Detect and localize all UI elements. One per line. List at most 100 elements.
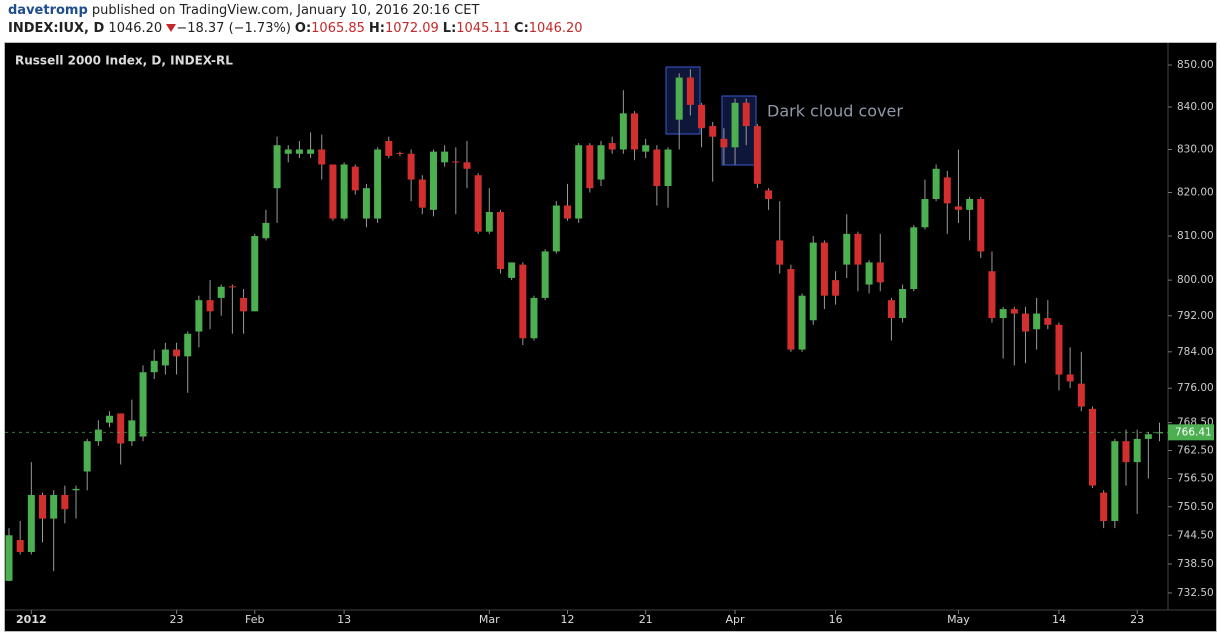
down-arrow bbox=[166, 24, 177, 32]
candle-body bbox=[240, 297, 248, 312]
candle-body bbox=[407, 153, 415, 180]
annotation-text: Dark cloud cover bbox=[767, 102, 903, 121]
y-tick-label: 744.50 bbox=[1177, 529, 1214, 541]
change: −18.37 (−1.73%) bbox=[176, 21, 291, 36]
candle-body bbox=[496, 212, 504, 270]
candle-body bbox=[899, 289, 907, 319]
y-tick-label: 732.50 bbox=[1177, 587, 1214, 599]
candle-body bbox=[161, 349, 169, 366]
candle-body bbox=[753, 126, 761, 184]
candle-body bbox=[787, 269, 795, 350]
annotation-box bbox=[665, 66, 701, 135]
candle-body bbox=[1088, 408, 1096, 486]
x-tick-label: 23 bbox=[1130, 613, 1144, 626]
candle-body bbox=[463, 162, 471, 169]
candle-body bbox=[429, 151, 437, 210]
annotation-box bbox=[721, 95, 757, 166]
publish-line: davetromp published on TradingView.com, … bbox=[8, 3, 479, 18]
x-tick-label: Feb bbox=[245, 613, 264, 626]
candle-body bbox=[1122, 441, 1130, 463]
y-tick-label: 738.50 bbox=[1177, 558, 1214, 570]
candle-body bbox=[485, 212, 493, 232]
candle-body bbox=[1077, 383, 1085, 407]
candle-body bbox=[318, 149, 326, 165]
candle-body bbox=[61, 494, 69, 510]
y-tick-label: 810.00 bbox=[1177, 230, 1214, 242]
candle-body bbox=[374, 149, 382, 219]
y-tick-label: 792.00 bbox=[1177, 310, 1214, 322]
candle-body bbox=[273, 145, 281, 189]
candle-body bbox=[575, 145, 583, 219]
ohlc-value: 1072.09 bbox=[385, 21, 439, 36]
ohlc-label: H: bbox=[368, 21, 386, 36]
candle-body bbox=[72, 488, 80, 491]
candle-body bbox=[139, 372, 147, 437]
candle-body bbox=[1144, 434, 1152, 439]
ohlc-value: 1065.85 bbox=[311, 21, 365, 36]
candle-body bbox=[418, 179, 426, 208]
candle-body bbox=[474, 175, 482, 232]
x-tick-label: 2012 bbox=[16, 613, 47, 626]
candle-body bbox=[94, 429, 102, 442]
candle-body bbox=[910, 227, 918, 290]
published: published on TradingView.com, January 10… bbox=[91, 3, 480, 18]
y-tick-label: 840.00 bbox=[1177, 101, 1214, 113]
y-tick-label: 776.00 bbox=[1177, 382, 1214, 394]
candle-body bbox=[50, 494, 58, 519]
candle-body bbox=[5, 535, 13, 581]
candle-body bbox=[586, 145, 594, 189]
candle-body bbox=[887, 300, 895, 319]
candle-body bbox=[228, 286, 236, 288]
x-tick-label: Mar bbox=[479, 613, 500, 626]
candle-body bbox=[664, 149, 672, 187]
candle-body bbox=[820, 242, 828, 296]
candle-body bbox=[184, 333, 192, 357]
last-price-box bbox=[1168, 424, 1214, 441]
author[interactable]: davetromp bbox=[8, 3, 88, 18]
candle-body bbox=[798, 295, 806, 350]
candle-body bbox=[631, 113, 639, 150]
ohlc-label: O: bbox=[294, 21, 312, 36]
candle-body bbox=[1055, 324, 1063, 375]
candle-body bbox=[966, 199, 974, 210]
candle-body bbox=[552, 205, 560, 252]
x-tick-label: 21 bbox=[639, 613, 653, 626]
candle-body bbox=[876, 262, 884, 283]
candle-body bbox=[854, 233, 862, 265]
candle-body bbox=[1111, 441, 1119, 521]
candle-body bbox=[519, 264, 527, 339]
candle-body bbox=[865, 262, 873, 285]
x-tick-label: Apr bbox=[726, 613, 746, 626]
candle-body bbox=[720, 138, 728, 148]
chart-frame bbox=[4, 42, 1217, 632]
candle-body bbox=[307, 149, 315, 154]
y-tick-label: 768.50 bbox=[1177, 417, 1214, 429]
y-tick-label: 750.50 bbox=[1177, 501, 1214, 513]
candle-body bbox=[977, 199, 985, 252]
candle-body bbox=[508, 262, 516, 278]
candle-body bbox=[698, 104, 706, 129]
candle-body bbox=[452, 161, 460, 163]
x-tick-label: 13 bbox=[337, 613, 351, 626]
candle-body bbox=[173, 349, 181, 357]
candle-body bbox=[686, 77, 694, 105]
candle-body bbox=[340, 164, 348, 219]
candle-body bbox=[564, 205, 571, 219]
candle-body bbox=[619, 113, 627, 150]
candle-body bbox=[385, 140, 393, 156]
candle-body bbox=[608, 143, 616, 150]
candle-body bbox=[262, 222, 270, 239]
candle-body bbox=[731, 102, 739, 148]
candle-body bbox=[362, 188, 370, 219]
x-tick-label: May bbox=[947, 613, 970, 626]
candle-body bbox=[106, 415, 114, 423]
y-tick-label: 762.50 bbox=[1177, 444, 1214, 456]
candle-body bbox=[843, 233, 851, 265]
candle-body bbox=[284, 149, 292, 154]
x-tick-label: 23 bbox=[170, 613, 184, 626]
y-tick-label: 756.50 bbox=[1177, 473, 1214, 485]
candle-body bbox=[530, 297, 538, 339]
candle-body bbox=[1156, 432, 1164, 434]
x-tick-label: 12 bbox=[561, 613, 575, 626]
